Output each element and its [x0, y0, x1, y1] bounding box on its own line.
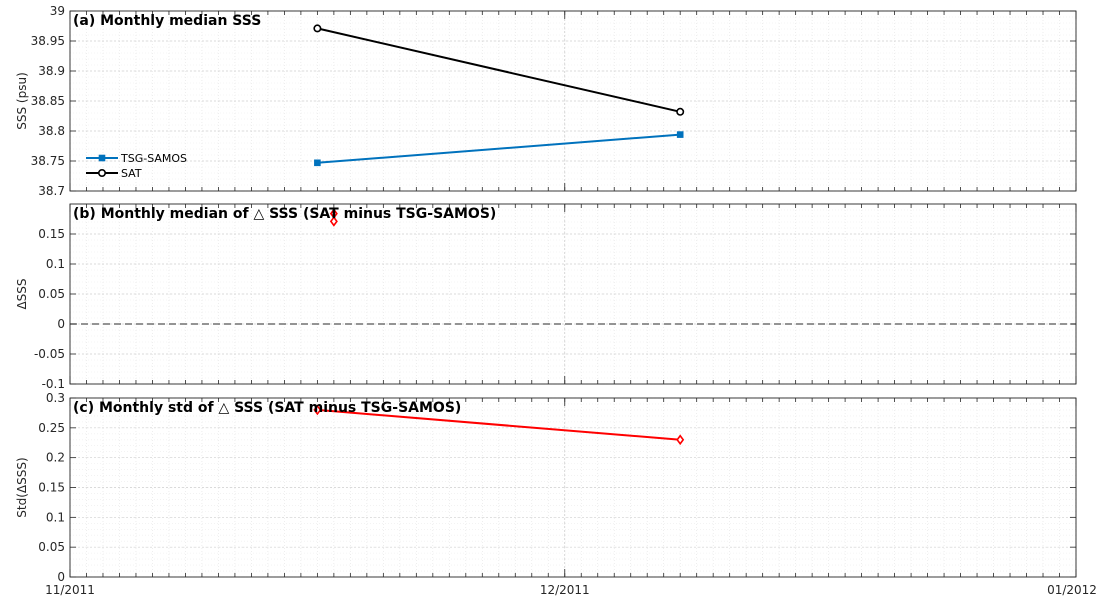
- y-tick-label: 0.15: [38, 481, 65, 495]
- y-axis: 0 0.05 0.1 0.15 0.2 0.25 0.3: [38, 391, 1076, 584]
- series-line: [317, 408, 681, 441]
- series-tsg-samos: [314, 131, 684, 167]
- panel-2: -0.1 -0.05 0 0.05 0.1 0.15 ΔSSS (b) Monthly med…: [15, 203, 1077, 391]
- y-tick-label: 38.7: [38, 184, 65, 198]
- series-delta-1: [329, 208, 338, 227]
- legend-marker: [98, 169, 107, 178]
- axes-frame: [69, 397, 1077, 578]
- x-tick-label: 11/2011: [45, 583, 95, 597]
- y-axis-label: Std(ΔSSS): [15, 457, 29, 517]
- axes-frame: [69, 10, 1077, 192]
- y-tick-label: 0.15: [38, 227, 65, 241]
- x-tick-labels: 11/2011 12/2011 01/2012: [45, 583, 1097, 597]
- y-axis-label: SSS (psu): [15, 72, 29, 130]
- panel-title: (c) Monthly std of △ SSS (SAT minus TSG-…: [73, 400, 461, 416]
- y-tick-label: 0.25: [38, 421, 65, 435]
- series-line: [317, 133, 681, 164]
- panels: 38.7 38.75 38.8 38.85 38.9 38.95 39 SSS (psu) (a…: [15, 4, 1097, 597]
- x-tick-label: 12/2011: [540, 583, 590, 597]
- series-delta-1: [313, 404, 685, 446]
- panel-3: 0 0.05 0.1 0.15 0.2 0.25 0.3 Std(ΔSSS) (c) Month…: [15, 391, 1077, 584]
- data-point: [676, 131, 684, 138]
- series-sat: [313, 24, 685, 116]
- y-tick-label: 38.85: [31, 94, 65, 108]
- y-tick-label: 38.75: [31, 154, 65, 168]
- y-tick-label: 0.1: [46, 257, 65, 271]
- plot-area: [70, 398, 1076, 577]
- y-tick-label: 0: [57, 570, 65, 584]
- y-tick-label: 39: [50, 4, 65, 18]
- y-tick-label: 38.9: [38, 64, 65, 78]
- y-tick-label: 38.95: [31, 34, 65, 48]
- y-tick-label: 0.3: [46, 391, 65, 405]
- panel-title: (b) Monthly median of △ SSS (SAT minus T…: [73, 206, 496, 222]
- y-tick-label: 0.05: [38, 287, 65, 301]
- axes-frame: [69, 203, 1077, 385]
- legend-label: SAT: [121, 167, 142, 180]
- series-line: [317, 27, 681, 113]
- data-point: [313, 404, 322, 416]
- grid-lines: [69, 10, 1077, 192]
- plot-area: [70, 11, 1076, 191]
- legend-marker: [98, 154, 106, 162]
- panel-1: 38.7 38.75 38.8 38.85 38.9 38.95 39 SSS (psu) (a…: [15, 4, 1077, 198]
- plot-area: [70, 204, 1076, 384]
- x-tick-label: 01/2012: [1047, 583, 1097, 597]
- legend-label: TSG-SAMOS: [120, 152, 187, 165]
- data-point: [314, 159, 321, 167]
- data-point: [676, 434, 685, 446]
- data-point: [329, 216, 338, 227]
- y-axis-label: ΔSSS: [15, 278, 29, 309]
- y-tick-label: 0.2: [46, 451, 65, 465]
- y-tick-label: 38.8: [38, 124, 65, 138]
- y-tick-label: 0: [57, 317, 65, 331]
- y-tick-label: 0.05: [38, 540, 65, 554]
- y-axis: -0.1 -0.05 0 0.05 0.1 0.15: [34, 227, 1076, 391]
- y-tick-label: -0.05: [34, 347, 65, 361]
- legend: TSG-SAMOS SAT: [86, 152, 187, 180]
- y-tick-label: -0.1: [42, 377, 65, 391]
- data-point: [313, 24, 322, 33]
- panel-title: (a) Monthly median SSS: [73, 13, 261, 29]
- y-tick-label: 0.1: [46, 510, 65, 524]
- data-point: [329, 208, 338, 219]
- data-point: [676, 107, 685, 116]
